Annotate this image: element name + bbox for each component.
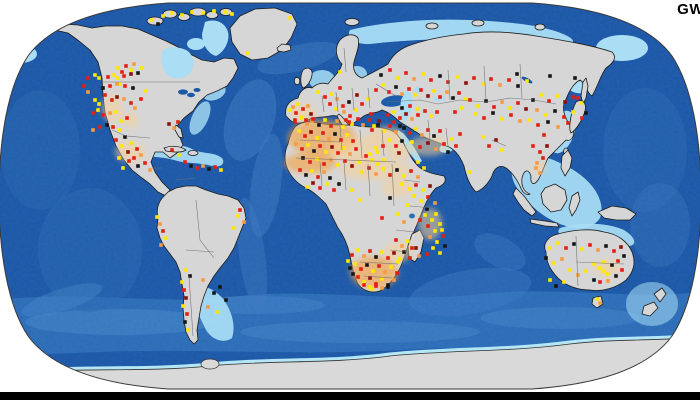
lake-victoria — [409, 213, 415, 219]
colorbar-cropped — [0, 392, 700, 400]
tasmania — [591, 295, 604, 309]
legend-title: GW — [677, 1, 700, 18]
country-borders — [102, 47, 625, 337]
sulawesi — [568, 191, 581, 217]
antarctica — [0, 335, 700, 389]
borneo — [540, 183, 568, 213]
britain — [300, 67, 313, 89]
eurasia — [285, 31, 615, 195]
new-guinea — [597, 205, 637, 221]
iceland — [276, 43, 292, 53]
inland-waters — [161, 38, 533, 219]
black-sea — [381, 95, 407, 107]
new-zealand-south — [641, 301, 659, 317]
raster-layer — [102, 94, 620, 288]
antarctic-peninsula — [200, 358, 220, 370]
map-outline — [0, 2, 700, 390]
sumatra — [512, 187, 537, 217]
java — [529, 218, 560, 228]
japan — [569, 100, 586, 134]
ireland — [293, 77, 301, 86]
south-america — [156, 185, 247, 345]
cuba — [163, 145, 187, 153]
hudson-bay — [161, 47, 194, 79]
caspian-sea — [400, 91, 413, 122]
sakhalin — [580, 77, 589, 105]
philippines — [560, 149, 573, 177]
new-zealand-north — [653, 287, 667, 303]
dots-layer — [82, 9, 626, 332]
